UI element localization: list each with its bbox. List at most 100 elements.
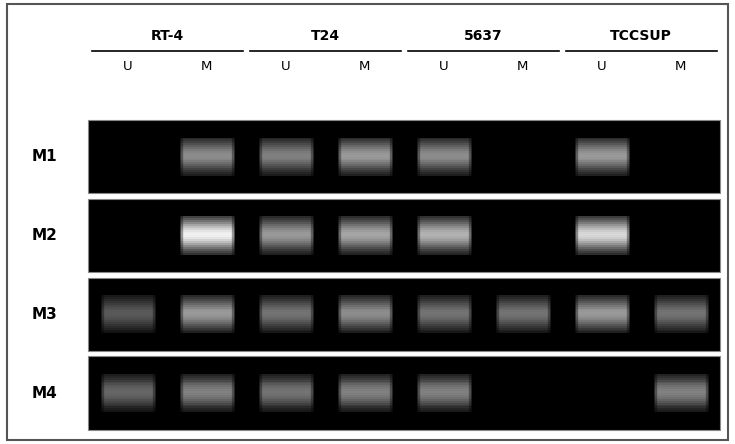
Bar xyxy=(387,376,389,378)
Bar xyxy=(628,239,629,241)
Bar xyxy=(286,384,287,385)
Bar xyxy=(383,403,384,404)
Bar xyxy=(283,309,284,310)
Bar xyxy=(453,395,455,397)
Bar xyxy=(283,149,284,151)
Bar xyxy=(453,385,455,387)
Bar xyxy=(300,380,301,381)
Bar xyxy=(626,174,628,176)
Bar xyxy=(139,297,140,299)
Bar xyxy=(279,399,280,400)
Bar xyxy=(451,312,452,314)
Bar xyxy=(365,389,366,391)
Bar xyxy=(354,243,355,245)
Bar xyxy=(351,247,352,249)
Bar xyxy=(435,138,437,139)
Bar xyxy=(429,301,431,303)
Bar xyxy=(619,329,620,331)
Bar xyxy=(390,316,392,318)
Bar xyxy=(304,376,306,378)
Bar xyxy=(295,403,297,404)
Bar xyxy=(142,391,143,393)
Bar xyxy=(191,249,193,251)
Bar xyxy=(664,322,665,324)
Bar xyxy=(498,309,500,310)
Bar xyxy=(234,141,235,143)
Bar xyxy=(207,297,208,299)
Bar xyxy=(503,312,504,314)
Bar xyxy=(614,303,616,305)
Bar xyxy=(379,226,381,228)
Bar xyxy=(204,307,205,309)
Bar xyxy=(259,143,260,145)
Bar xyxy=(304,391,306,393)
Bar xyxy=(304,385,306,387)
Bar xyxy=(268,139,269,141)
Bar xyxy=(575,159,576,160)
Bar xyxy=(444,309,445,310)
Bar xyxy=(273,245,274,247)
Bar xyxy=(277,218,279,220)
Bar xyxy=(284,232,286,234)
Bar xyxy=(516,326,517,328)
Bar xyxy=(587,239,589,241)
Bar xyxy=(182,316,184,318)
Bar xyxy=(381,374,383,376)
Bar xyxy=(362,397,363,399)
Bar xyxy=(212,251,214,253)
Bar xyxy=(375,164,376,166)
Bar xyxy=(231,143,232,145)
Bar xyxy=(681,393,682,395)
Bar xyxy=(426,320,427,322)
Bar xyxy=(468,164,470,166)
Bar xyxy=(215,316,217,318)
Bar xyxy=(444,403,445,404)
Bar xyxy=(440,153,441,155)
Bar xyxy=(445,329,447,331)
Bar xyxy=(260,393,262,395)
Bar xyxy=(269,220,270,222)
Bar xyxy=(456,326,458,328)
Bar xyxy=(304,374,306,376)
Bar xyxy=(527,310,528,312)
Bar xyxy=(684,387,685,389)
Bar xyxy=(358,166,359,168)
Bar xyxy=(581,168,582,170)
Bar xyxy=(459,164,461,166)
Bar xyxy=(284,228,286,230)
Bar xyxy=(228,234,229,235)
Bar xyxy=(609,238,610,239)
Bar xyxy=(298,400,300,403)
Bar xyxy=(467,374,468,376)
Bar xyxy=(373,320,375,322)
Bar xyxy=(699,322,700,324)
Bar xyxy=(507,331,509,333)
Bar xyxy=(464,328,465,329)
Bar xyxy=(340,247,342,249)
Bar xyxy=(684,403,685,404)
Bar xyxy=(437,385,438,387)
Bar xyxy=(312,216,313,218)
Bar xyxy=(455,410,456,412)
Bar xyxy=(459,322,461,324)
Bar xyxy=(421,384,423,385)
Bar xyxy=(101,329,102,331)
Bar xyxy=(286,147,287,149)
Bar xyxy=(456,297,458,299)
Bar xyxy=(706,408,708,410)
Bar xyxy=(107,395,108,397)
Bar xyxy=(155,378,156,380)
Bar xyxy=(442,155,444,157)
Bar xyxy=(262,399,263,400)
Bar xyxy=(289,380,290,381)
Bar xyxy=(587,164,589,166)
Bar xyxy=(118,328,119,329)
Bar xyxy=(390,216,392,218)
Bar xyxy=(617,228,619,230)
Bar xyxy=(676,326,678,328)
Bar xyxy=(112,387,113,389)
Bar xyxy=(528,307,530,309)
Bar xyxy=(108,312,110,314)
Bar xyxy=(375,224,376,226)
Bar xyxy=(423,241,424,243)
